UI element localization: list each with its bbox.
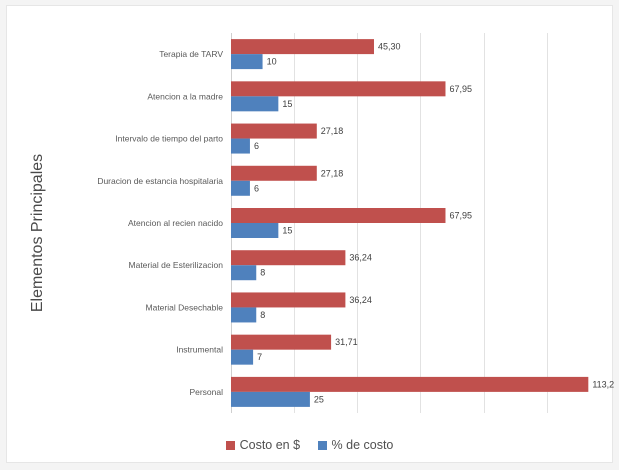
category-label: Atencion a la madre [147, 91, 223, 101]
data-label: 27,18 [321, 168, 344, 178]
bar-porcentaje [231, 223, 279, 238]
bar-porcentaje [231, 307, 257, 323]
legend-label-costo: Costo en $ [239, 438, 301, 452]
category-label: Instrumental [176, 345, 223, 355]
data-label: 15 [282, 99, 292, 109]
category-label: Material de Esterilizacion [129, 260, 224, 270]
data-label: 67,95 [449, 211, 472, 221]
bars [231, 39, 589, 407]
bar-porcentaje [231, 138, 250, 154]
bar-porcentaje [231, 180, 250, 196]
bar-costo [231, 165, 317, 181]
bar-costo [231, 81, 446, 97]
data-label: 10 [267, 57, 277, 67]
data-label: 8 [260, 268, 265, 278]
category-label: Intervalo de tiempo del parto [115, 134, 223, 144]
bar-costo [231, 39, 374, 55]
bar-porcentaje [231, 265, 257, 281]
data-label: 8 [260, 310, 265, 320]
bar-porcentaje [231, 349, 254, 365]
bar-costo [231, 334, 332, 350]
labels: Terapia de TARV 45,30 10 Atencion a la madr… [97, 42, 614, 405]
category-label: Terapia de TARV [159, 49, 223, 59]
bar-porcentaje [231, 54, 263, 70]
legend-swatch-costo [225, 440, 235, 450]
data-label: 67,95 [449, 84, 472, 94]
bar-costo [231, 292, 346, 308]
bar-costo [231, 376, 589, 392]
category-label: Duracion de estancia hospitalaria [97, 176, 223, 186]
data-label: 6 [254, 183, 259, 193]
bar-costo [231, 208, 446, 223]
data-label: 31,71 [335, 337, 358, 347]
legend-item-costo: Costo en $ [225, 438, 301, 452]
data-label: 36,24 [349, 253, 372, 263]
bar-costo [231, 250, 346, 266]
bar-porcentaje [231, 96, 279, 112]
bar-costo [231, 123, 317, 139]
data-label: 7 [257, 352, 262, 362]
data-label: 27,18 [321, 126, 344, 136]
y-axis-label: Elementos Principales [29, 153, 46, 313]
data-label: 6 [254, 141, 259, 151]
data-label: 36,24 [349, 295, 372, 305]
data-label: 15 [282, 226, 292, 236]
legend: Costo en $ % de costo [0, 438, 619, 453]
category-label: Personal [189, 387, 223, 397]
category-label: Material Desechable [146, 302, 224, 312]
category-label: Atencion al recien nacido [128, 218, 223, 228]
data-label: 113,2 [592, 379, 614, 389]
bar-porcentaje [231, 391, 310, 407]
legend-swatch-porcentaje [317, 440, 327, 450]
data-label: 45,30 [378, 42, 401, 52]
data-label: 25 [314, 394, 324, 404]
legend-item-porcentaje: % de costo [317, 438, 394, 452]
legend-label-porcentaje: % de costo [331, 438, 394, 452]
